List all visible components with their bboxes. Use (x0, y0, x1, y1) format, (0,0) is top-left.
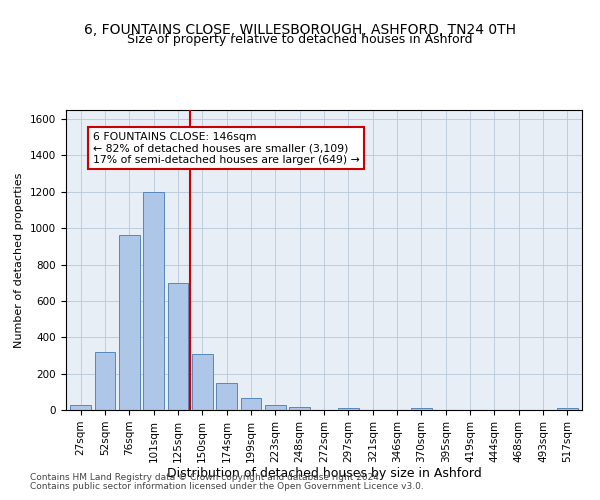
Bar (216, 382, 237, 410)
Bar (70, 406, 91, 410)
Bar (265, 406, 286, 410)
Text: Size of property relative to detached houses in Ashford: Size of property relative to detached ho… (127, 32, 473, 46)
Text: Contains HM Land Registry data © Crown copyright and database right 2024.: Contains HM Land Registry data © Crown c… (30, 474, 382, 482)
Bar (338, 408, 359, 410)
Bar (241, 398, 262, 410)
Text: Contains public sector information licensed under the Open Government Licence v3: Contains public sector information licen… (30, 482, 424, 491)
Bar (95, 352, 115, 410)
Text: 6 FOUNTAINS CLOSE: 146sqm
← 82% of detached houses are smaller (3,109)
17% of se: 6 FOUNTAINS CLOSE: 146sqm ← 82% of detac… (93, 132, 359, 165)
X-axis label: Distribution of detached houses by size in Ashford: Distribution of detached houses by size … (167, 468, 481, 480)
Bar (192, 354, 212, 410)
Y-axis label: Number of detached properties: Number of detached properties (14, 172, 25, 348)
Bar (143, 192, 164, 410)
Bar (119, 236, 140, 410)
Bar (289, 408, 310, 410)
Bar (167, 282, 188, 410)
Bar (411, 408, 432, 410)
Bar (557, 408, 578, 410)
Text: 6, FOUNTAINS CLOSE, WILLESBOROUGH, ASHFORD, TN24 0TH: 6, FOUNTAINS CLOSE, WILLESBOROUGH, ASHFO… (84, 22, 516, 36)
